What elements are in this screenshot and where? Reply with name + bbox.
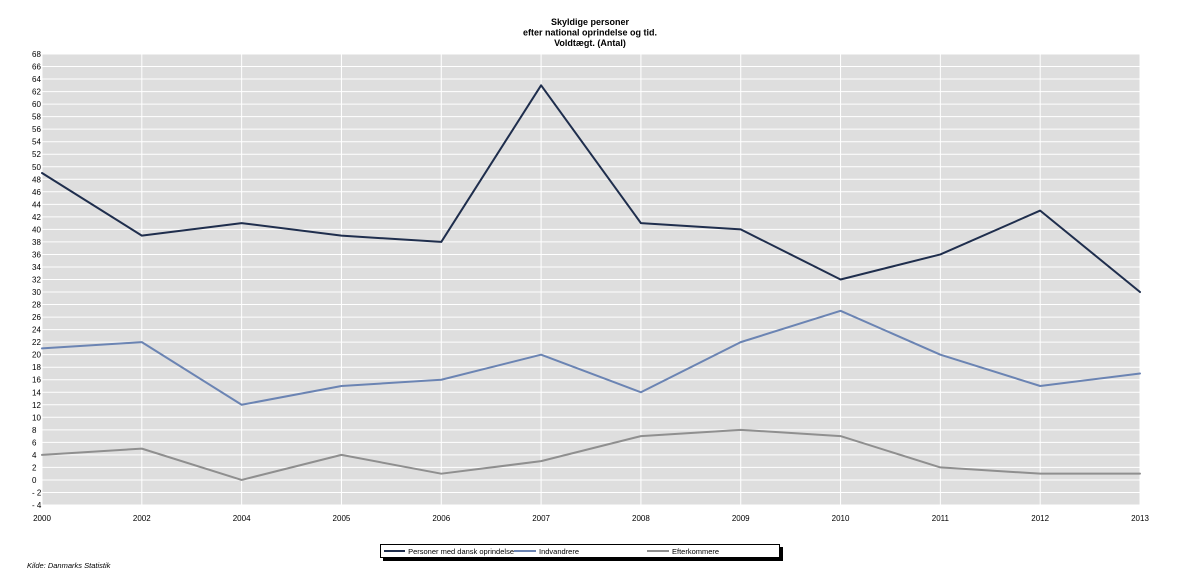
- y-tick-label: 62: [32, 88, 41, 97]
- y-tick-label: 48: [32, 175, 41, 184]
- y-tick-label: 64: [32, 75, 41, 84]
- y-tick-label: 54: [32, 138, 41, 147]
- y-tick-label: 44: [32, 200, 41, 209]
- series-line-2: [41, 428, 1141, 481]
- x-axis: 2000 2002 2004 2005 2006 2007 2008 2009 2010 2011…: [33, 514, 1149, 523]
- x-tick-label: 2006: [432, 514, 450, 523]
- y-tick-label: 40: [32, 225, 41, 234]
- x-tick-label: 2012: [1031, 514, 1049, 523]
- y-tick-label: - 4: [32, 501, 42, 510]
- legend-label-indvandrere: Indvandrere: [539, 546, 580, 556]
- x-tick-label: 2010: [832, 514, 850, 523]
- y-tick-label: 46: [32, 188, 41, 197]
- y-axis: - 4- 20246810121416182022242628303234363…: [32, 50, 42, 510]
- y-tick-label: 42: [32, 213, 41, 222]
- y-tick-label: 50: [32, 163, 41, 172]
- y-tick-label: 14: [32, 388, 41, 397]
- y-tick-label: - 2: [32, 488, 42, 497]
- y-tick-label: 12: [32, 401, 41, 410]
- legend-label-dansk: Personer med dansk oprindelse: [408, 546, 514, 556]
- x-tick-label: 2009: [732, 514, 750, 523]
- source-note: Kilde: Danmarks Statistik: [27, 561, 111, 570]
- y-tick-label: 22: [32, 338, 41, 347]
- y-tick-label: 2: [32, 463, 37, 472]
- y-tick-label: 30: [32, 288, 41, 297]
- y-tick-label: 58: [32, 113, 41, 122]
- y-tick-label: 0: [32, 476, 37, 485]
- x-tick-label: 2008: [632, 514, 650, 523]
- y-tick-label: 10: [32, 413, 41, 422]
- legend-label-efterkommere: Efterkommere: [672, 546, 720, 556]
- title-line-0: Skyldige personer: [551, 17, 630, 27]
- legend-swatch-efterkommere: [647, 550, 669, 552]
- y-tick-label: 52: [32, 150, 41, 159]
- y-tick-label: 24: [32, 326, 41, 335]
- y-tick-label: 68: [32, 50, 41, 59]
- series-line-0: [41, 84, 1141, 294]
- y-tick-label: 34: [32, 263, 41, 272]
- x-tick-label: 2004: [233, 514, 251, 523]
- y-tick-label: 16: [32, 376, 41, 385]
- y-tick-label: 20: [32, 351, 41, 360]
- y-tick-label: 8: [32, 426, 37, 435]
- y-tick-label: 38: [32, 238, 41, 247]
- gridlines: [41, 53, 1141, 506]
- title-line-2: Voldtægt. (Antal): [554, 38, 626, 48]
- y-tick-label: 32: [32, 276, 41, 285]
- legend-swatch-dansk: [384, 550, 406, 552]
- series-line-1: [41, 309, 1141, 406]
- legend-item-dansk: Personer med dansk oprindelse: [381, 547, 514, 556]
- x-tick-label: 2007: [532, 514, 550, 523]
- y-tick-label: 36: [32, 250, 41, 259]
- legend-item-efterkommere: Efterkommere: [647, 547, 779, 556]
- legend-swatch-indvandrere: [514, 550, 536, 552]
- series-lines: [41, 84, 1141, 481]
- y-tick-label: 60: [32, 100, 41, 109]
- legend: Personer med dansk oprindelse Indvandrer…: [380, 544, 780, 558]
- y-tick-label: 18: [32, 363, 41, 372]
- y-tick-label: 66: [32, 63, 41, 72]
- x-tick-label: 2002: [133, 514, 151, 523]
- x-tick-label: 2000: [33, 514, 51, 523]
- x-tick-label: 2005: [333, 514, 351, 523]
- x-tick-label: 2011: [932, 514, 950, 523]
- y-tick-label: 26: [32, 313, 41, 322]
- legend-item-indvandrere: Indvandrere: [514, 547, 647, 556]
- title-line-1: efter national oprindelse og tid.: [523, 28, 657, 38]
- y-tick-label: 6: [32, 438, 37, 447]
- y-tick-label: 4: [32, 451, 37, 460]
- y-tick-label: 28: [32, 301, 41, 310]
- x-tick-label: 2013: [1131, 514, 1149, 523]
- y-tick-label: 56: [32, 125, 41, 134]
